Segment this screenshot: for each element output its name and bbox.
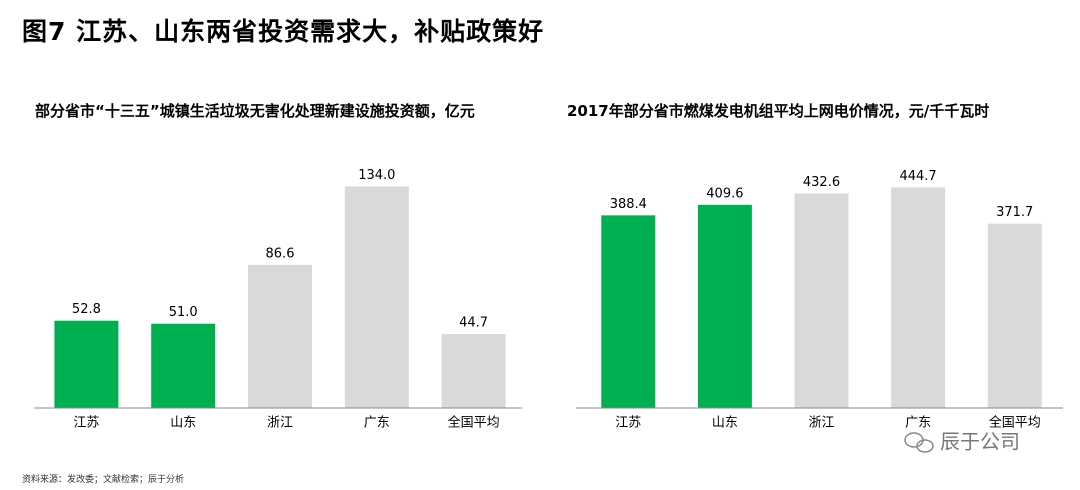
value-label: 134.0: [358, 168, 395, 183]
bar: [54, 320, 119, 408]
bar: [441, 334, 506, 408]
x-tick-label: 广东: [905, 416, 931, 431]
x-tick-label: 山东: [712, 416, 738, 431]
value-label: 86.6: [266, 246, 295, 261]
chart-title: 2017年部分省市燃煤发电机组平均上网电价情况，元/千千瓦时: [567, 102, 990, 120]
value-label: 409.6: [706, 186, 743, 201]
page-title: 图7 江苏、山东两省投资需求大，补贴政策好: [22, 17, 545, 46]
x-tick-label: 山东: [170, 416, 196, 431]
value-label: 52.8: [72, 302, 101, 317]
bar: [151, 323, 216, 408]
x-tick-label: 江苏: [615, 415, 641, 431]
x-tick-label: 江苏: [73, 415, 99, 431]
value-label: 44.7: [459, 316, 488, 331]
bar: [601, 215, 656, 408]
value-label: 388.4: [610, 197, 647, 212]
bar: [794, 193, 849, 408]
bar: [344, 186, 409, 408]
bar: [987, 223, 1042, 408]
chart-title: 部分省市“十三五”城镇生活垃圾无害化处理新建设施投资额，亿元: [35, 102, 475, 120]
value-label: 432.6: [803, 175, 840, 190]
value-label: 444.7: [899, 169, 936, 184]
x-tick-label: 全国平均: [448, 415, 500, 431]
value-label: 51.0: [169, 305, 198, 320]
watermark-icon: [904, 432, 934, 453]
bar: [891, 187, 946, 408]
x-tick-label: 全国平均: [989, 415, 1041, 431]
x-tick-label: 浙江: [808, 416, 834, 431]
x-tick-label: 广东: [364, 416, 390, 431]
bar: [697, 204, 752, 408]
source-note: 资料来源：发改委；文献检索；辰于分析: [22, 475, 185, 485]
value-label: 371.7: [996, 205, 1033, 220]
watermark: 辰于公司: [940, 430, 1020, 454]
bar: [248, 264, 312, 408]
x-tick-label: 浙江: [267, 416, 293, 431]
